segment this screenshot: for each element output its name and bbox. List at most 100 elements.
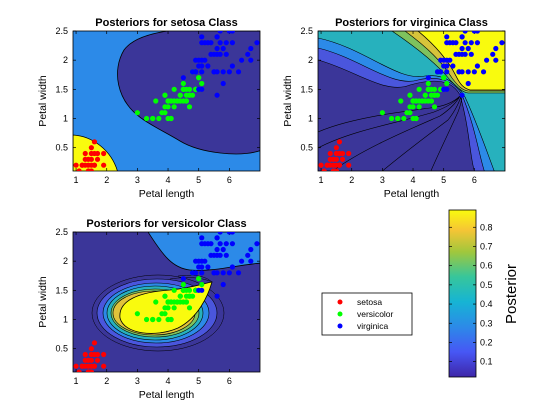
legend-marker-versicolor [337, 311, 343, 317]
point-virginica [474, 31, 481, 34]
axes-frame [72, 30, 261, 172]
point-virginica [193, 258, 199, 264]
point-virginica [180, 276, 186, 282]
point-virginica [199, 69, 205, 75]
point-virginica [465, 69, 471, 75]
point-versicolor [189, 293, 196, 299]
x-tick-label: 4 [166, 376, 171, 386]
point-versicolor [428, 92, 435, 98]
point-versicolor [444, 80, 450, 87]
y-axis-label: Petal width [282, 75, 294, 127]
point-versicolor [407, 92, 413, 98]
point-setosa [85, 369, 91, 372]
point-setosa [79, 363, 85, 369]
panel-virginica [318, 31, 505, 171]
point-versicolor [159, 110, 165, 116]
y-axis-label: Petal width [37, 276, 49, 328]
x-tick-label: 3 [135, 376, 140, 386]
colorbar-tick-label: 0.5 [480, 280, 493, 290]
point-virginica [444, 86, 450, 92]
y-tick-label: 1 [63, 315, 68, 325]
y-tick-label: 1.5 [55, 285, 68, 295]
y-tick-label: 1 [308, 114, 313, 124]
point-versicolor [410, 98, 416, 104]
point-virginica [462, 40, 468, 46]
point-versicolor [180, 287, 186, 293]
point-versicolor [425, 86, 431, 92]
point-virginica [444, 34, 450, 40]
scatter-setosa [73, 31, 260, 171]
point-versicolor [410, 104, 416, 110]
x-tick-label: 5 [196, 175, 201, 185]
point-versicolor [379, 110, 385, 116]
point-virginica [459, 34, 465, 40]
x-tick-label: 3 [135, 175, 140, 185]
point-virginica [245, 51, 251, 57]
point-setosa [82, 357, 88, 363]
chart-title: Posteriors for setosa Class [95, 17, 237, 29]
point-versicolor [165, 299, 171, 305]
point-setosa [73, 363, 79, 369]
x-tick-label: 1 [319, 175, 324, 185]
colorbar-tick-label: 0.2 [480, 337, 493, 347]
point-virginica [223, 40, 229, 46]
point-virginica [199, 270, 205, 276]
point-virginica [217, 31, 223, 34]
point-versicolor [162, 92, 168, 98]
point-virginica [438, 57, 444, 63]
point-versicolor [196, 276, 202, 282]
point-versicolor [416, 86, 422, 92]
point-versicolor [177, 92, 183, 98]
colorbar-gradient [448, 209, 477, 378]
x-axis-label: Petal length [139, 188, 195, 200]
point-setosa [101, 150, 107, 157]
point-virginica [441, 63, 447, 69]
point-virginica [459, 45, 465, 52]
point-virginica [425, 75, 431, 81]
point-setosa [333, 156, 339, 162]
point-setosa [101, 351, 107, 358]
point-versicolor [419, 98, 425, 104]
point-virginica [189, 69, 196, 75]
point-versicolor [171, 305, 177, 311]
point-virginica [208, 252, 214, 258]
point-versicolor [174, 98, 180, 104]
y-tick-label: 2.5 [300, 26, 313, 36]
point-versicolor [165, 305, 171, 311]
point-virginica [220, 80, 226, 87]
point-virginica [214, 293, 220, 299]
point-virginica [459, 51, 465, 57]
point-virginica [248, 246, 254, 253]
point-setosa [327, 150, 333, 157]
x-tick-label: 2 [104, 175, 109, 185]
point-setosa [330, 168, 336, 171]
point-virginica [493, 45, 499, 52]
point-setosa [88, 156, 94, 162]
point-setosa [339, 156, 346, 162]
y-tick-label: 0.5 [55, 344, 68, 354]
point-virginica [199, 34, 205, 40]
point-setosa [324, 162, 330, 168]
point-virginica [229, 40, 236, 46]
point-virginica [434, 69, 441, 75]
point-virginica [214, 34, 220, 40]
point-virginica [468, 40, 474, 46]
point-setosa [82, 351, 88, 358]
point-setosa [79, 162, 85, 168]
point-versicolor [186, 86, 193, 92]
point-setosa [85, 168, 91, 171]
point-versicolor [441, 75, 447, 81]
point-virginica [208, 40, 214, 46]
x-tick-label: 1 [74, 376, 79, 386]
y-tick-label: 1.5 [300, 84, 313, 94]
point-virginica [245, 252, 251, 258]
x-tick-label: 6 [472, 175, 477, 185]
point-virginica [196, 264, 202, 270]
y-tick-label: 1.5 [55, 84, 68, 94]
point-virginica [214, 246, 220, 253]
legend-marker-virginica [337, 323, 343, 329]
point-virginica [490, 51, 496, 57]
point-virginica [202, 241, 208, 247]
point-versicolor [156, 316, 162, 323]
point-virginica [220, 69, 226, 75]
